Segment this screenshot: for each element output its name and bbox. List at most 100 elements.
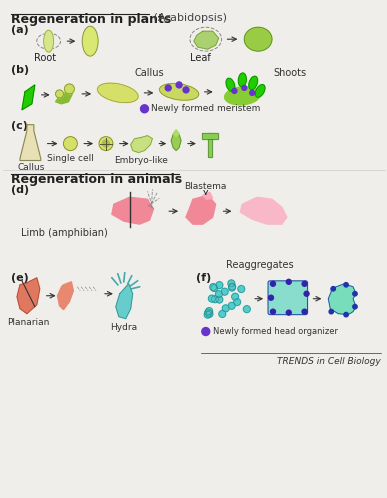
Circle shape xyxy=(165,85,171,91)
Polygon shape xyxy=(203,192,213,199)
Circle shape xyxy=(103,140,110,147)
Text: (c): (c) xyxy=(11,121,28,130)
Circle shape xyxy=(228,302,235,309)
Text: Planarian: Planarian xyxy=(7,318,49,327)
Circle shape xyxy=(302,309,307,314)
Text: Callus: Callus xyxy=(135,68,164,78)
Text: TRENDS in Cell Biology: TRENDS in Cell Biology xyxy=(277,358,381,367)
Polygon shape xyxy=(208,132,212,156)
Circle shape xyxy=(286,310,291,315)
Polygon shape xyxy=(131,135,152,152)
Circle shape xyxy=(271,281,276,286)
Circle shape xyxy=(344,282,348,287)
Circle shape xyxy=(304,291,309,296)
Circle shape xyxy=(208,295,215,302)
Circle shape xyxy=(204,311,211,318)
Polygon shape xyxy=(58,282,74,310)
Circle shape xyxy=(56,90,63,98)
Circle shape xyxy=(211,284,218,291)
Ellipse shape xyxy=(238,73,246,87)
Ellipse shape xyxy=(159,84,199,100)
Circle shape xyxy=(206,310,213,317)
Text: Blastema: Blastema xyxy=(185,182,227,191)
Circle shape xyxy=(243,306,250,313)
Circle shape xyxy=(210,283,217,290)
Circle shape xyxy=(228,280,235,287)
Text: (e): (e) xyxy=(11,273,29,283)
Polygon shape xyxy=(186,195,216,224)
Circle shape xyxy=(242,86,247,91)
Polygon shape xyxy=(20,124,41,160)
Circle shape xyxy=(286,279,291,284)
Circle shape xyxy=(229,283,236,290)
Circle shape xyxy=(344,312,348,317)
Circle shape xyxy=(232,293,239,300)
Text: Newly formed meristem: Newly formed meristem xyxy=(151,104,261,113)
FancyBboxPatch shape xyxy=(268,281,308,315)
Circle shape xyxy=(302,281,307,286)
Ellipse shape xyxy=(255,85,265,97)
Circle shape xyxy=(140,105,149,113)
Polygon shape xyxy=(22,85,35,110)
Text: Reaggregates: Reaggregates xyxy=(226,260,294,270)
Text: Regeneration in plants: Regeneration in plants xyxy=(11,13,171,26)
Text: Single cell: Single cell xyxy=(47,153,94,162)
Polygon shape xyxy=(328,284,356,315)
Polygon shape xyxy=(171,133,181,150)
Polygon shape xyxy=(194,31,219,49)
Circle shape xyxy=(228,284,235,291)
Circle shape xyxy=(65,84,74,94)
Text: Root: Root xyxy=(34,53,56,63)
Circle shape xyxy=(250,91,255,95)
Circle shape xyxy=(329,309,334,314)
Circle shape xyxy=(216,291,223,298)
Text: (b): (b) xyxy=(11,65,29,75)
Circle shape xyxy=(353,291,357,296)
Circle shape xyxy=(331,286,336,291)
Circle shape xyxy=(221,288,228,295)
Polygon shape xyxy=(173,129,179,136)
Polygon shape xyxy=(240,197,287,224)
Ellipse shape xyxy=(226,78,235,92)
Ellipse shape xyxy=(244,27,272,51)
Text: (a): (a) xyxy=(11,25,29,35)
Text: Regeneration in animals: Regeneration in animals xyxy=(11,173,182,186)
Circle shape xyxy=(176,82,182,88)
Circle shape xyxy=(216,282,223,289)
Circle shape xyxy=(269,295,274,300)
Circle shape xyxy=(206,308,212,315)
Circle shape xyxy=(234,299,241,306)
Polygon shape xyxy=(116,284,133,319)
Ellipse shape xyxy=(249,76,258,90)
Circle shape xyxy=(99,136,113,150)
Text: Embryo-like: Embryo-like xyxy=(115,155,168,164)
Text: (Arabidopsis): (Arabidopsis) xyxy=(151,13,228,23)
Circle shape xyxy=(232,89,237,93)
Ellipse shape xyxy=(82,26,98,56)
Circle shape xyxy=(183,87,189,93)
Circle shape xyxy=(238,285,245,292)
Ellipse shape xyxy=(44,30,53,52)
Circle shape xyxy=(63,136,77,150)
Circle shape xyxy=(212,296,219,303)
Circle shape xyxy=(271,309,276,314)
Circle shape xyxy=(205,309,212,316)
Ellipse shape xyxy=(98,83,138,103)
Polygon shape xyxy=(112,197,153,224)
Text: (d): (d) xyxy=(11,185,29,195)
Circle shape xyxy=(216,296,223,303)
Text: Leaf: Leaf xyxy=(190,53,211,63)
Circle shape xyxy=(353,304,357,309)
Ellipse shape xyxy=(224,87,260,105)
Polygon shape xyxy=(56,91,72,104)
Text: Hydra: Hydra xyxy=(110,323,137,332)
Text: Shoots: Shoots xyxy=(273,68,307,78)
Text: (f): (f) xyxy=(196,273,211,283)
Text: Newly formed head organizer: Newly formed head organizer xyxy=(213,327,338,336)
Circle shape xyxy=(202,328,210,336)
Polygon shape xyxy=(202,132,217,138)
Text: Callus: Callus xyxy=(17,163,45,172)
Text: Limb (amphibian): Limb (amphibian) xyxy=(21,228,108,238)
Circle shape xyxy=(219,310,226,317)
Circle shape xyxy=(222,305,229,312)
